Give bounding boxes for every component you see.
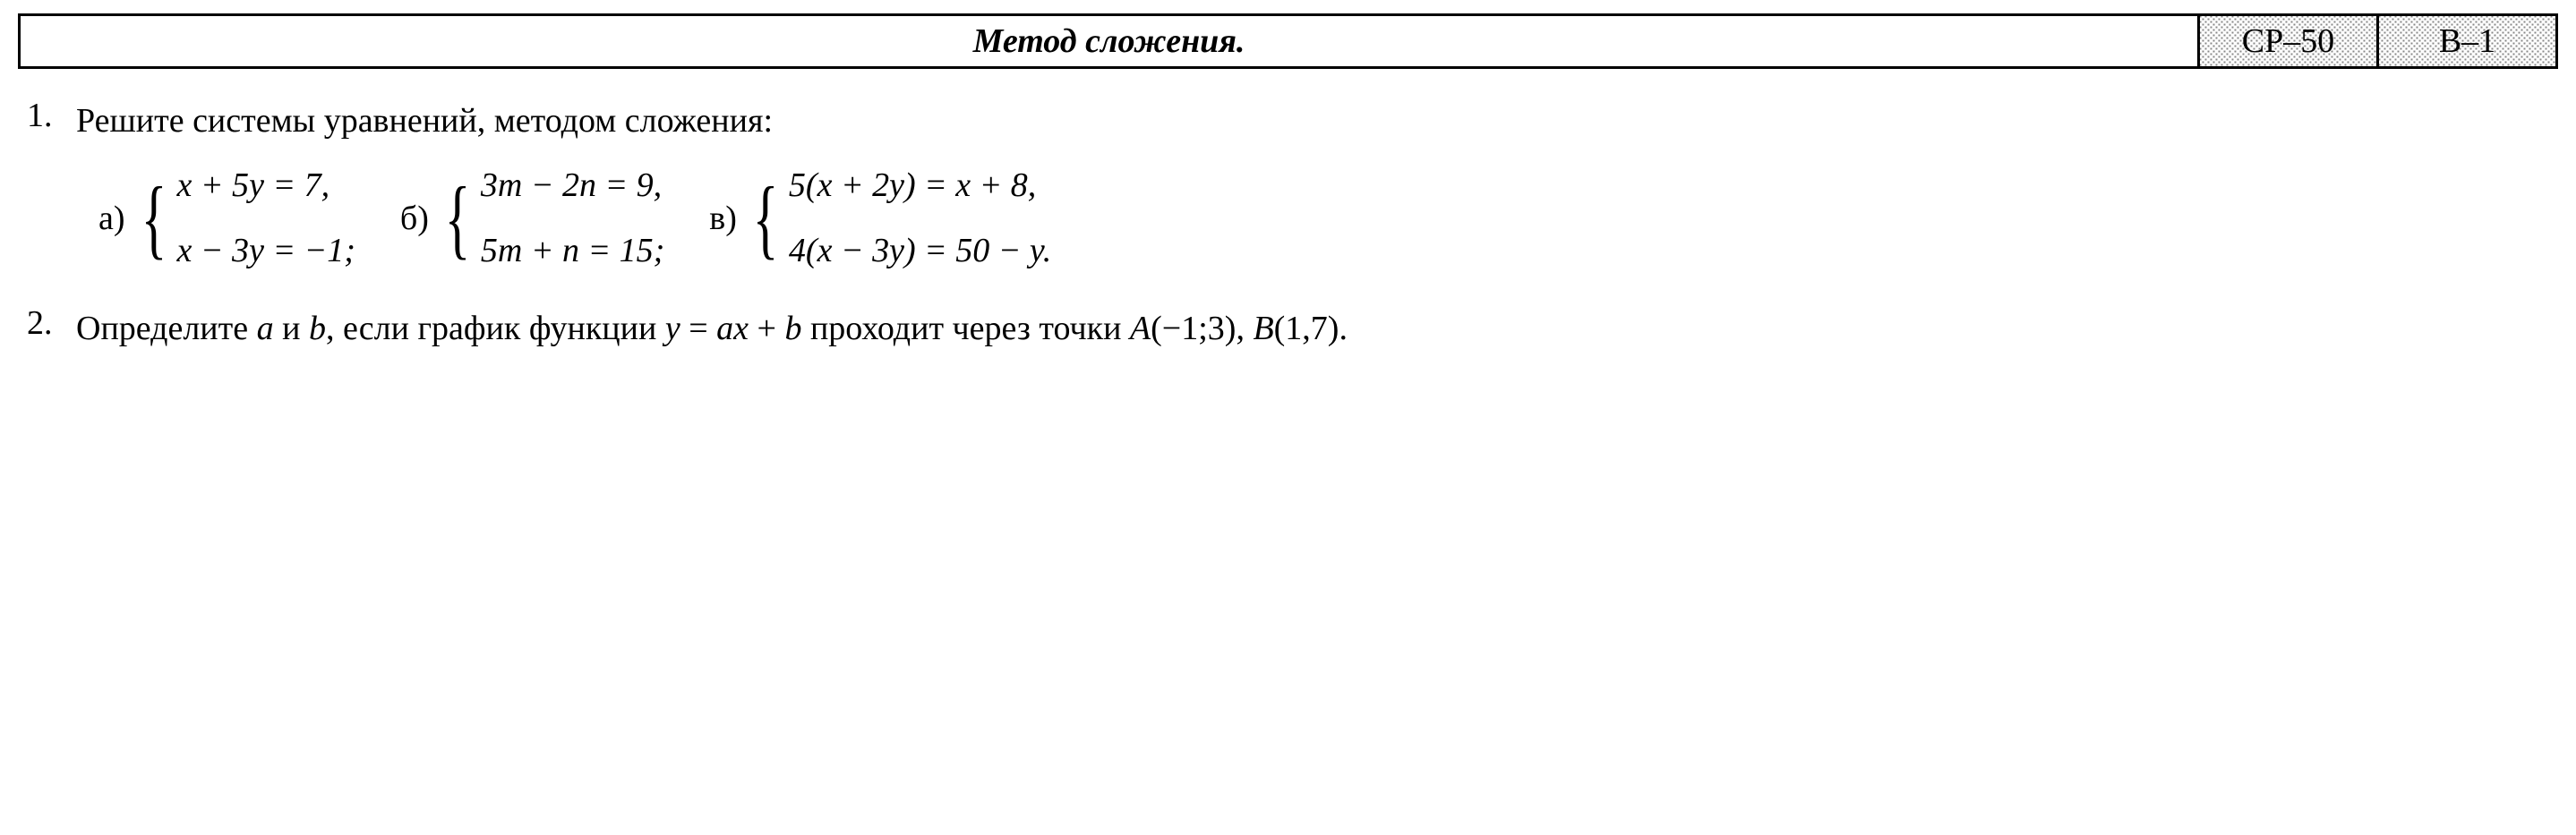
problem-prompt: Определите a и b, если график функции y … <box>76 303 2549 354</box>
left-brace-icon: { <box>141 187 167 250</box>
problem-body: Решите системы уравнений, методом сложен… <box>76 96 2549 277</box>
worksheet-variant: В–1 <box>2378 15 2557 68</box>
equation: 4(x − 3y) = 50 − y. <box>789 226 1051 277</box>
equation: 5m + n = 15; <box>481 226 664 277</box>
system-b: б) { 3m − 2n = 9, 5m + n = 15; <box>400 160 664 277</box>
problem-1: 1. Решите системы уравнений, методом сло… <box>27 96 2549 277</box>
problem-number: 1. <box>27 96 76 277</box>
header-table: Метод сложения. СР–50 В–1 <box>18 13 2558 69</box>
brace-system: { 5(x + 2y) = x + 8, 4(x − 3y) = 50 − y. <box>744 160 1051 277</box>
equation: 3m − 2n = 9, <box>481 160 664 211</box>
worksheet-code: СР–50 <box>2199 15 2378 68</box>
system-equations: 3m − 2n = 9, 5m + n = 15; <box>481 160 664 277</box>
equation: x − 3y = −1; <box>177 226 355 277</box>
system-equations: 5(x + 2y) = x + 8, 4(x − 3y) = 50 − y. <box>789 160 1051 277</box>
problem-body: Определите a и b, если график функции y … <box>76 303 2549 354</box>
system-label: а) <box>98 193 125 244</box>
brace-system: { 3m − 2n = 9, 5m + n = 15; <box>436 160 664 277</box>
equation: 5(x + 2y) = x + 8, <box>789 160 1051 211</box>
system-a: а) { x + 5y = 7, x − 3y = −1; <box>98 160 355 277</box>
problems-container: 1. Решите системы уравнений, методом сло… <box>18 96 2558 354</box>
systems-row: а) { x + 5y = 7, x − 3y = −1; б) { <box>98 160 2549 277</box>
problem-2: 2. Определите a и b, если график функции… <box>27 303 2549 354</box>
problem-number: 2. <box>27 303 76 354</box>
system-label: б) <box>400 193 429 244</box>
left-brace-icon: { <box>753 187 779 250</box>
worksheet-title: Метод сложения. <box>20 15 2199 68</box>
system-label: в) <box>709 193 737 244</box>
equation: x + 5y = 7, <box>177 160 355 211</box>
brace-system: { x + 5y = 7, x − 3y = −1; <box>133 160 355 277</box>
system-equations: x + 5y = 7, x − 3y = −1; <box>177 160 355 277</box>
problem-prompt: Решите системы уравнений, методом сложен… <box>76 96 2549 147</box>
left-brace-icon: { <box>444 187 470 250</box>
system-v: в) { 5(x + 2y) = x + 8, 4(x − 3y) = 50 −… <box>709 160 1051 277</box>
